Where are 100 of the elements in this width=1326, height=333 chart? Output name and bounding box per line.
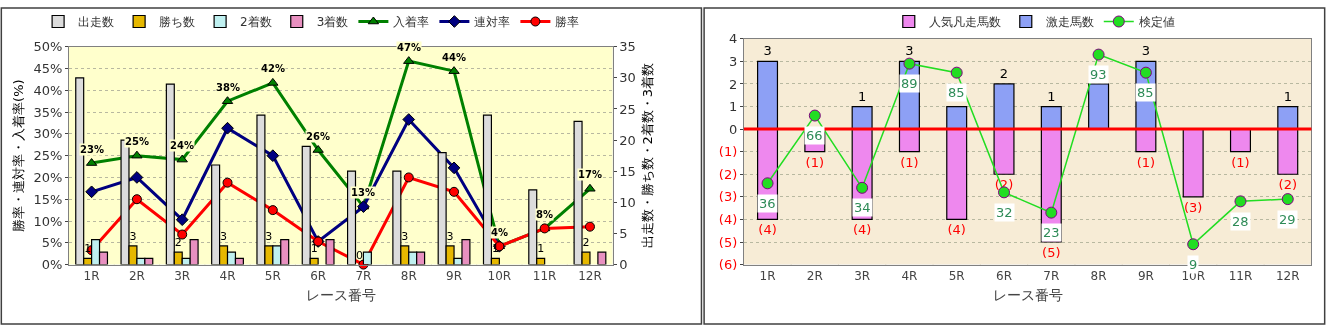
data-label: 8% — [536, 209, 553, 220]
y-tick-label: (4) — [718, 211, 738, 227]
x-tick-label: 8R — [400, 268, 417, 283]
data-label: 2 — [582, 236, 590, 250]
data-label: 3 — [401, 229, 409, 243]
data-label: (1) — [900, 154, 919, 170]
data-label: 32 — [996, 205, 1013, 220]
legend-label: 激走馬数 — [1045, 15, 1094, 30]
y-tick-label: 40% — [33, 82, 63, 98]
data-label: 36 — [759, 196, 776, 211]
data-label: 66 — [806, 128, 823, 143]
data-label: 9 — [1189, 257, 1198, 272]
y2-tick-label: 0 — [619, 257, 628, 273]
data-label: (5) — [1042, 245, 1061, 260]
data-label: 25% — [125, 136, 149, 147]
y2-tick-label: 5 — [619, 226, 628, 242]
data-label: 3 — [265, 229, 273, 243]
data-label: 85 — [948, 85, 965, 100]
x-tick-label: 6R — [996, 268, 1012, 283]
y-tick-label: 4 — [729, 31, 738, 47]
x-tick-label: 7R — [1043, 268, 1060, 283]
y2-tick-label: 20 — [619, 132, 636, 148]
data-label: 3 — [220, 229, 228, 243]
y-tick-label: 3 — [729, 53, 738, 69]
data-label: (3) — [1183, 199, 1203, 215]
data-label: (2) — [1278, 177, 1297, 193]
data-label: 3 — [763, 43, 772, 59]
data-label: 28 — [1232, 214, 1249, 229]
y-tick-label: 0% — [41, 257, 63, 273]
data-label: 24% — [170, 140, 194, 151]
y-tick-label: 45% — [33, 61, 63, 77]
data-label: 47% — [397, 42, 421, 53]
data-label: (4) — [758, 222, 777, 238]
data-label: 23% — [80, 144, 104, 155]
y2-tick-label: 25 — [619, 101, 636, 117]
x-tick-label: 3R — [854, 268, 871, 283]
legend-label: 3着数 — [316, 15, 349, 30]
data-label: 1 — [84, 242, 92, 256]
data-label: 17% — [578, 169, 602, 180]
data-label: 1 — [537, 242, 545, 256]
data-label: 2 — [999, 65, 1009, 81]
x-tick-label: 3R — [174, 268, 191, 283]
x-tick-label: 7R — [355, 268, 372, 283]
data-label: 44% — [442, 52, 466, 63]
x-tick-label: 5R — [948, 268, 965, 283]
data-label: 85 — [1137, 85, 1154, 100]
data-label: 0 — [355, 248, 363, 262]
data-label: 3 — [129, 229, 137, 243]
x-tick-label: 6R — [310, 268, 327, 283]
data-label: 3 — [1141, 43, 1151, 59]
y2-tick-label: 30 — [619, 70, 636, 86]
data-label: 1 — [1283, 88, 1292, 104]
x-tick-label: 2R — [128, 268, 145, 283]
x-axis-title: レース番号 — [305, 287, 376, 304]
data-label: 29 — [1279, 212, 1296, 227]
data-label: (1) — [1136, 154, 1156, 170]
y2-tick-label: 35 — [619, 39, 636, 55]
y-tick-label: (3) — [718, 189, 738, 205]
y-tick-label: (1) — [718, 144, 738, 160]
data-label: 3 — [446, 229, 454, 243]
x-tick-label: 2R — [806, 268, 823, 283]
x-tick-label: 12R — [1275, 268, 1300, 283]
legend-label: 連対率 — [474, 15, 511, 30]
data-label: (4) — [947, 222, 966, 238]
x-tick-label: 11R — [532, 268, 557, 283]
data-label: 23 — [1043, 225, 1060, 240]
x-tick-label: 1R — [83, 268, 100, 283]
data-label: 13% — [351, 187, 375, 198]
y-tick-label: (6) — [718, 257, 738, 273]
data-label: 1 — [857, 88, 867, 104]
data-label: 4% — [491, 227, 508, 238]
legend-label: 出走数 — [78, 15, 115, 30]
data-label: (4) — [852, 222, 872, 238]
data-label: 1 — [310, 242, 318, 256]
x-axis-title: レース番号 — [992, 287, 1063, 304]
data-label: 38% — [216, 82, 240, 93]
y-tick-label: (2) — [718, 166, 738, 182]
y-tick-label: 25% — [33, 148, 63, 164]
y2-axis-title: 出走数・勝ち数・2着数・3着数 — [640, 62, 656, 249]
x-tick-label: 11R — [1228, 268, 1253, 283]
x-tick-label: 4R — [901, 268, 918, 283]
data-label: 2 — [174, 236, 182, 250]
legend-label: 人気凡走馬数 — [928, 15, 1001, 30]
legend-label: 入着率 — [393, 15, 430, 30]
y-tick-label: 20% — [33, 170, 63, 185]
legend-label: 2着数 — [240, 15, 272, 30]
data-label: (1) — [1231, 154, 1250, 170]
data-label: 3 — [905, 43, 914, 59]
data-label: (1) — [805, 154, 825, 170]
data-label: 1 — [1047, 88, 1056, 104]
x-tick-label: 8R — [1090, 268, 1107, 283]
y-tick-label: 30% — [33, 126, 63, 142]
y-tick-label: 10% — [33, 213, 63, 229]
y-tick-label: 2 — [729, 76, 738, 92]
y-tick-label: 0 — [729, 121, 738, 137]
x-tick-label: 1R — [759, 268, 776, 283]
data-label: 26% — [306, 131, 330, 142]
y2-tick-label: 10 — [619, 194, 636, 210]
legend-label: 勝率 — [555, 15, 580, 30]
data-label: 93 — [1090, 67, 1107, 82]
